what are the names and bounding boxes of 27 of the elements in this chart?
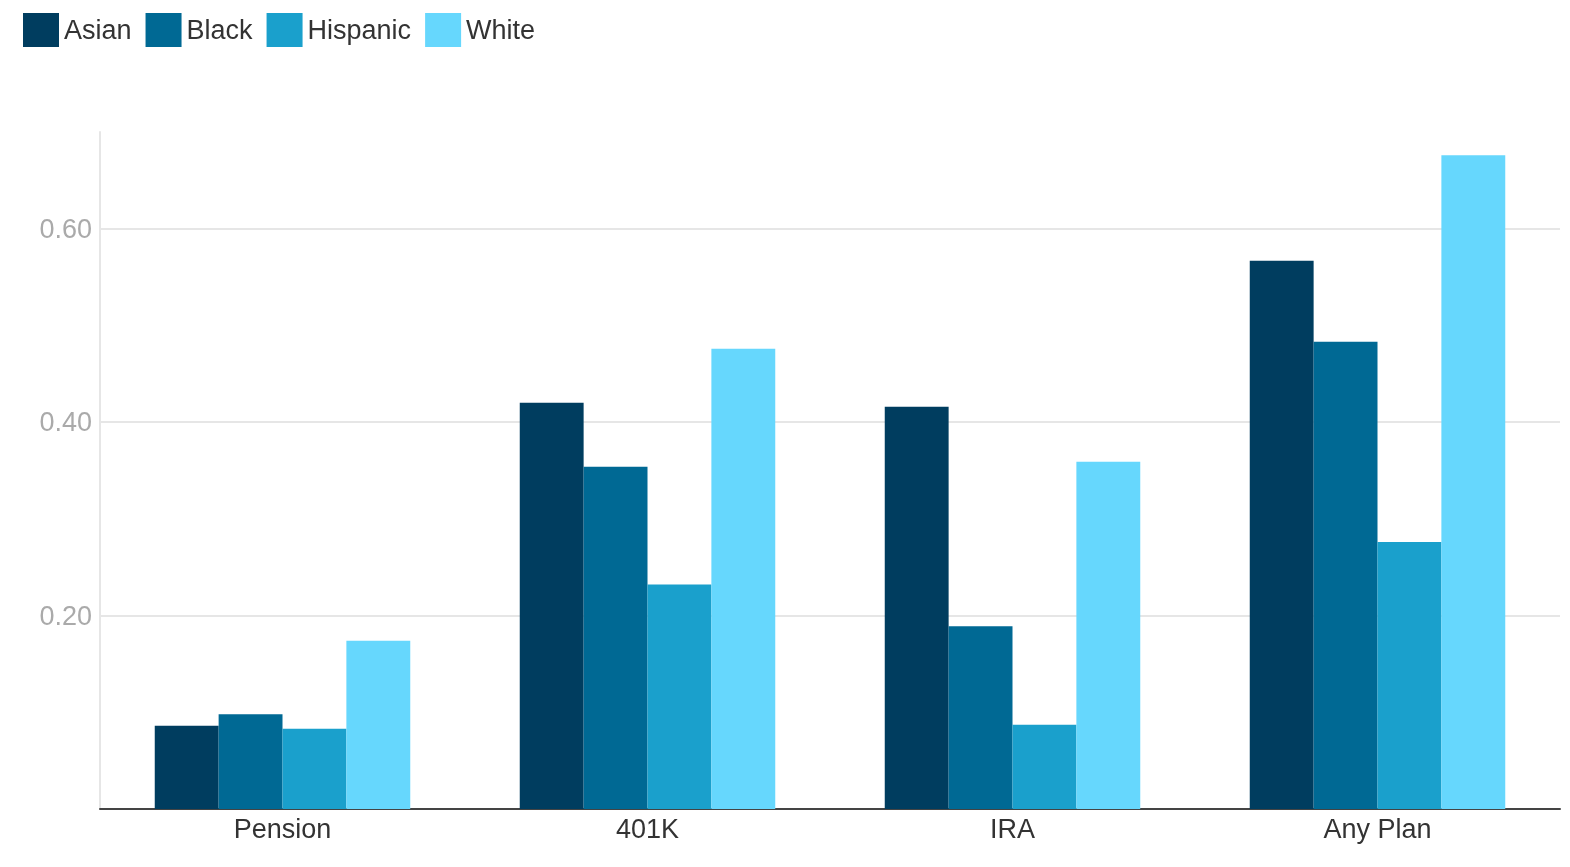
- x-tick-label: Any Plan: [1323, 813, 1432, 844]
- bar: [519, 402, 584, 809]
- bar: [346, 640, 411, 809]
- bar: [1249, 260, 1314, 809]
- bar: [1441, 155, 1506, 809]
- x-tick-label: 401K: [615, 813, 680, 844]
- legend-label: Hispanic: [307, 15, 412, 45]
- legend-label: Asian: [64, 15, 132, 45]
- y-tick-label: 0.60: [39, 213, 92, 244]
- bar: [583, 466, 648, 809]
- bar: [1076, 461, 1141, 809]
- bar: [218, 714, 283, 809]
- legend-label: Black: [186, 15, 254, 45]
- y-tick-label: 0.20: [39, 600, 92, 631]
- x-tick-label: Pension: [233, 813, 332, 844]
- bar: [884, 406, 949, 809]
- bar: [647, 584, 712, 809]
- bar: [1012, 724, 1077, 809]
- bar: [711, 348, 776, 809]
- bar: [282, 728, 347, 809]
- bar: [154, 725, 219, 809]
- x-tick-label: IRA: [989, 813, 1036, 844]
- bar: [1377, 542, 1442, 809]
- legend-label: White: [466, 15, 536, 45]
- bar: [1313, 341, 1378, 809]
- bar: [948, 626, 1013, 809]
- y-tick-label: 0.40: [39, 407, 92, 438]
